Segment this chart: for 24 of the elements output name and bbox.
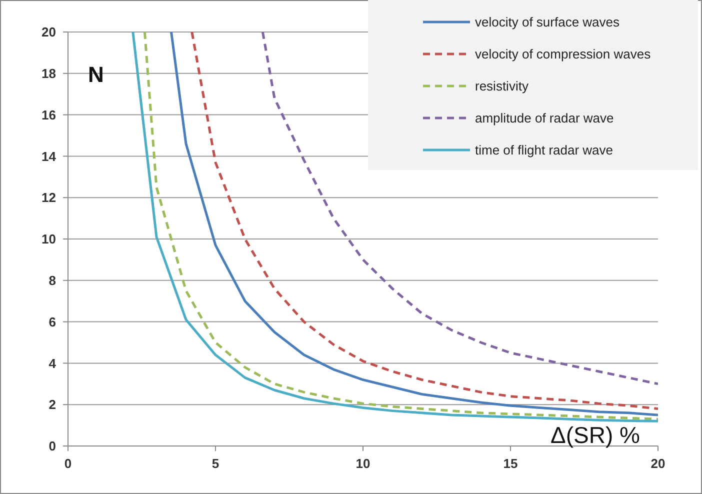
y-tick-label: 8: [48, 272, 56, 288]
x-axis-title: Δ(SR) %: [550, 422, 640, 448]
y-tick-label: 6: [48, 314, 56, 330]
x-tick-label: 10: [356, 456, 370, 471]
y-tick-label: 14: [42, 148, 57, 164]
legend-label: velocity of surface waves: [475, 14, 620, 30]
y-tick-label: 12: [42, 190, 56, 206]
line-series: [261, 32, 658, 386]
y-tick-label: 18: [42, 66, 56, 81]
y-tick-label: 4: [48, 356, 57, 371]
x-tick-label: 5: [212, 456, 220, 471]
y-axis-title: N: [88, 62, 104, 87]
x-tick-label: 15: [503, 456, 518, 471]
legend-label: amplitude of radar wave: [475, 110, 614, 126]
y-tick-label: 2: [48, 397, 56, 412]
x-tick-label: 20: [650, 456, 666, 471]
y-tick-label: 0: [48, 438, 56, 454]
y-tick-label: 20: [42, 24, 56, 40]
legend-label: velocity of compression waves: [475, 46, 652, 62]
legend-label: time of flight radar wave: [475, 142, 614, 158]
y-tick-label: 16: [42, 107, 56, 122]
x-tick-label: 0: [64, 456, 72, 471]
y-tick-label: 10: [42, 232, 56, 247]
legend-label: resistivity: [475, 78, 529, 94]
